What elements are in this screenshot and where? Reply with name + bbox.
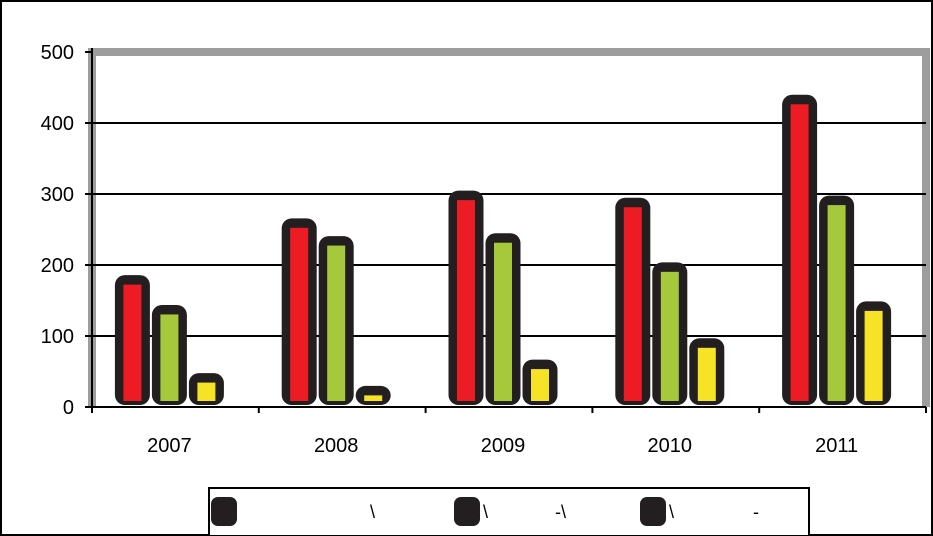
bar bbox=[485, 233, 521, 405]
bar bbox=[782, 94, 818, 405]
bar-fill bbox=[697, 347, 716, 401]
bar bbox=[819, 195, 855, 405]
x-tick-label: 2010 bbox=[648, 435, 693, 457]
x-tick-label: 2007 bbox=[147, 435, 192, 457]
bar-fill bbox=[290, 227, 309, 401]
y-tick-label: 400 bbox=[41, 113, 74, 135]
legend-box bbox=[208, 487, 810, 536]
bar bbox=[615, 197, 651, 405]
bar bbox=[188, 373, 224, 405]
bar-fill bbox=[197, 382, 216, 401]
bar bbox=[114, 275, 150, 405]
bar-fill bbox=[123, 284, 142, 401]
bar-fill bbox=[160, 314, 179, 401]
x-tick-label: 2011 bbox=[815, 435, 858, 457]
bar bbox=[281, 218, 317, 405]
bar-fill bbox=[531, 369, 549, 401]
y-tick-label: 0 bbox=[63, 397, 74, 419]
y-tick-label: 500 bbox=[41, 42, 74, 64]
x-tick-label: 2008 bbox=[314, 435, 359, 457]
y-tick-label: 200 bbox=[41, 255, 74, 277]
bar-fill bbox=[457, 200, 475, 401]
legend-swatch-1 bbox=[211, 497, 237, 526]
bar bbox=[151, 304, 187, 405]
bar-fill bbox=[660, 271, 679, 401]
y-tick-label: 300 bbox=[41, 184, 74, 206]
legend: \ \ -\ \ - bbox=[208, 487, 810, 536]
y-tick-label: 100 bbox=[41, 326, 74, 348]
bar-fill bbox=[327, 245, 346, 401]
legend-label-3: \ - bbox=[669, 502, 759, 522]
bar bbox=[522, 359, 558, 405]
bar-fill bbox=[623, 207, 642, 401]
bar-fill bbox=[790, 104, 809, 401]
bar-fill bbox=[864, 310, 883, 401]
legend-label-1: \ bbox=[370, 502, 375, 522]
bar bbox=[689, 338, 725, 405]
legend-swatch-2 bbox=[454, 497, 480, 526]
bar bbox=[355, 385, 391, 405]
bar bbox=[448, 190, 484, 405]
bar-fill bbox=[364, 395, 383, 401]
legend-label-2: \ -\ bbox=[483, 502, 566, 522]
legend-swatch-3 bbox=[640, 497, 666, 526]
x-tick-label: 2009 bbox=[481, 435, 526, 457]
bar-fill bbox=[494, 242, 512, 401]
bar-fill bbox=[827, 205, 846, 401]
bar bbox=[856, 301, 892, 405]
bar bbox=[652, 262, 688, 405]
bar bbox=[318, 236, 354, 405]
